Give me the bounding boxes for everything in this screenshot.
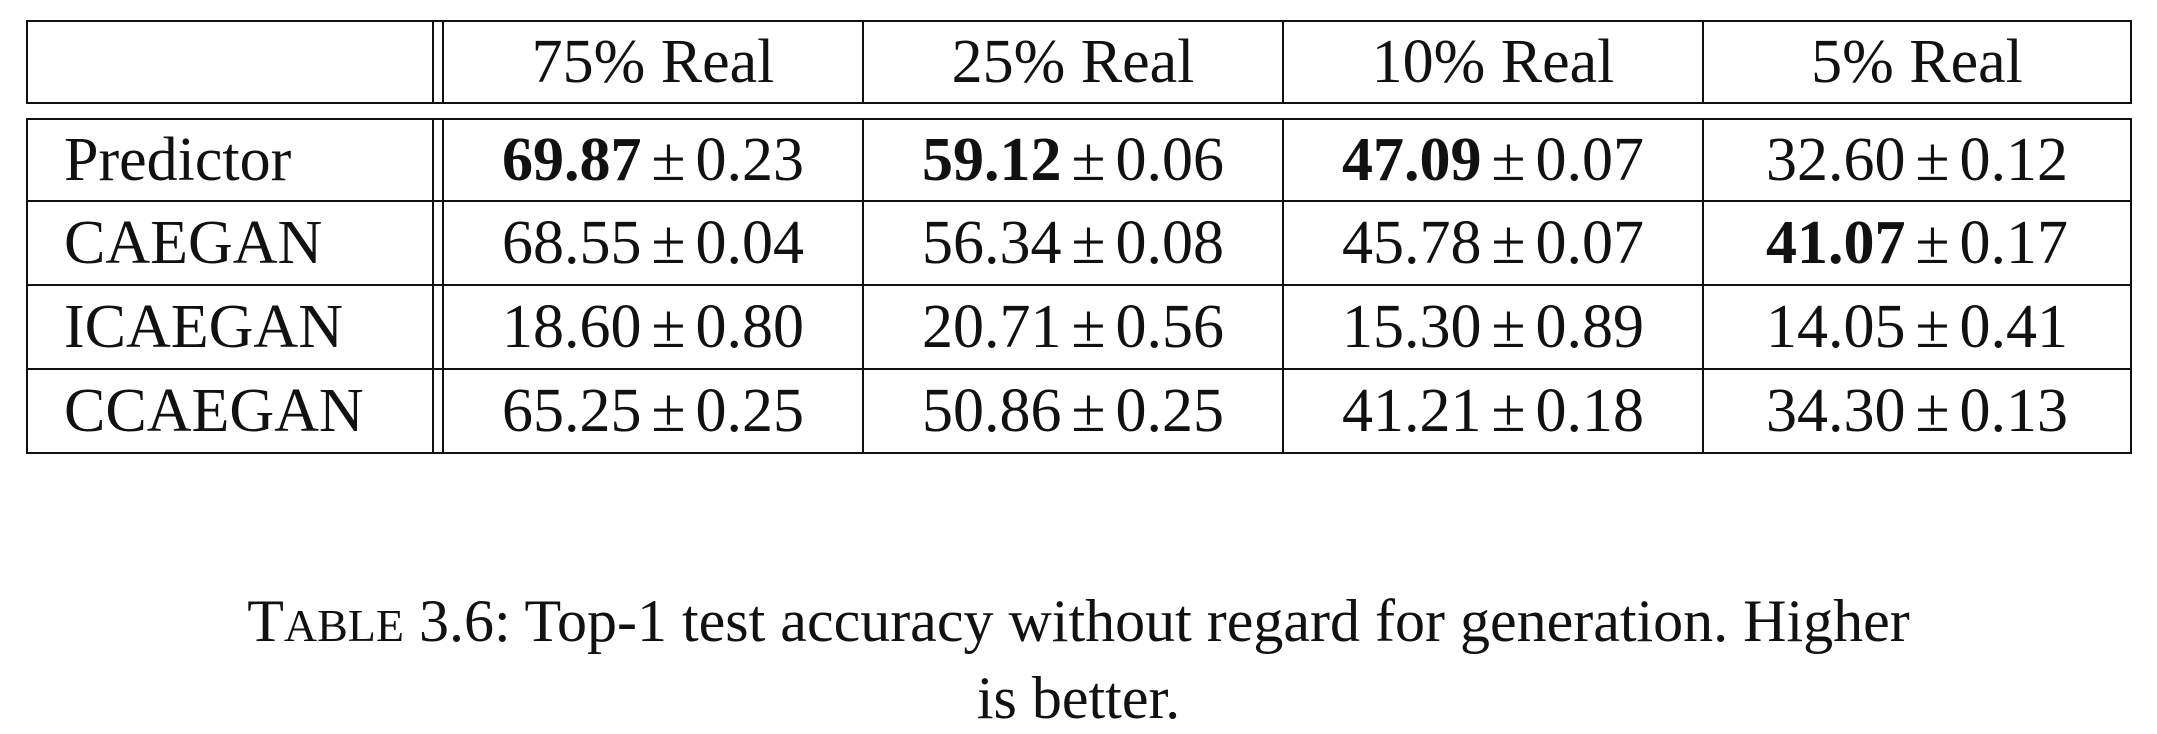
mean-value: 59.12 — [921, 125, 1062, 194]
value-cell-5-real: 32.60 ±0.12 — [1704, 120, 2130, 200]
mean-value: 41.21 — [1341, 376, 1482, 445]
caption-line-2: is better. — [976, 665, 1181, 731]
plus-minus-symbol: ± — [1491, 125, 1526, 194]
std-value: 0.08 — [1115, 208, 1225, 277]
value-cell-5-real: 14.05 ±0.41 — [1704, 286, 2130, 368]
plus-minus-symbol: ± — [1915, 376, 1950, 445]
value-cell-25-real: 20.71 ±0.56 — [864, 286, 1284, 368]
mean-value: 18.60 — [501, 292, 642, 361]
std-value: 0.25 — [695, 376, 805, 445]
value-cell-75-real: 18.60 ±0.80 — [444, 286, 864, 368]
mean-value: 34.30 — [1765, 376, 1906, 445]
plus-minus-symbol: ± — [651, 125, 686, 194]
std-value: 0.13 — [1959, 376, 2069, 445]
plus-minus-symbol: ± — [1491, 292, 1526, 361]
header-5-real: 5% Real — [1811, 27, 2023, 96]
mean-value: 41.07 — [1765, 208, 1906, 277]
plus-minus-symbol: ± — [651, 376, 686, 445]
caption-label-first: T — [247, 588, 284, 654]
row-label: CCAEGAN — [28, 370, 444, 452]
header-75-real: 75% Real — [444, 22, 864, 102]
value-cell-10-real: 47.09 ±0.07 — [1284, 120, 1704, 200]
table-row: ICAEGAN 18.60 ±0.80 20.71 ±0.56 15.30 ±0.89 14.… — [26, 286, 2132, 370]
row-label: ICAEGAN — [28, 286, 444, 368]
table-header-row: 75% Real 25% Real 10% Real 5% Real — [26, 20, 2132, 104]
std-value: 0.80 — [695, 292, 805, 361]
value-cell-25-real: 56.34 ±0.08 — [864, 202, 1284, 284]
plus-minus-symbol: ± — [1915, 125, 1950, 194]
mean-value: 56.34 — [921, 208, 1062, 277]
caption-line-1: TABLE 3.6: Top-1 test accuracy without r… — [0, 585, 2157, 662]
value-cell-25-real: 59.12 ±0.06 — [864, 120, 1284, 200]
value-cell-75-real: 69.87 ±0.23 — [444, 120, 864, 200]
plus-minus-symbol: ± — [1491, 376, 1526, 445]
std-value: 0.06 — [1115, 125, 1225, 194]
table-row: CCAEGAN 65.25 ±0.25 50.86 ±0.25 41.21 ±0.18 34.… — [26, 370, 2132, 454]
std-value: 0.04 — [695, 208, 805, 277]
row-label: CAEGAN — [28, 202, 444, 284]
std-value: 0.41 — [1959, 292, 2069, 361]
std-value: 0.25 — [1115, 376, 1225, 445]
header-10-real: 10% Real — [1284, 22, 1704, 102]
std-value: 0.18 — [1535, 376, 1645, 445]
plus-minus-symbol: ± — [1071, 208, 1106, 277]
plus-minus-symbol: ± — [1071, 376, 1106, 445]
plus-minus-symbol: ± — [1915, 292, 1950, 361]
value-cell-10-real: 45.78 ±0.07 — [1284, 202, 1704, 284]
results-table: 75% Real 25% Real 10% Real 5% Real Predi… — [26, 20, 2132, 454]
mean-value: 32.60 — [1765, 125, 1906, 194]
mean-value: 47.09 — [1341, 125, 1482, 194]
value-cell-75-real: 68.55 ±0.04 — [444, 202, 864, 284]
std-value: 0.07 — [1535, 208, 1645, 277]
mean-value: 15.30 — [1341, 292, 1482, 361]
value-cell-5-real: 41.07 ±0.17 — [1704, 202, 2130, 284]
caption-number: 3.6: — [418, 588, 511, 654]
value-cell-25-real: 50.86 ±0.25 — [864, 370, 1284, 452]
caption-label-rest: ABLE — [283, 600, 404, 651]
mean-value: 65.25 — [501, 376, 642, 445]
mean-value: 20.71 — [921, 292, 1062, 361]
plus-minus-symbol: ± — [1071, 125, 1106, 194]
plus-minus-symbol: ± — [1915, 208, 1950, 277]
value-cell-10-real: 15.30 ±0.89 — [1284, 286, 1704, 368]
std-value: 0.89 — [1535, 292, 1645, 361]
std-value: 0.07 — [1535, 125, 1645, 194]
plus-minus-symbol: ± — [1491, 208, 1526, 277]
mean-value: 69.87 — [501, 125, 642, 194]
plus-minus-symbol: ± — [651, 292, 686, 361]
std-value: 0.23 — [695, 125, 805, 194]
value-cell-75-real: 65.25 ±0.25 — [444, 370, 864, 452]
table-row: CAEGAN 68.55 ±0.04 56.34 ±0.08 45.78 ±0.07 41.0… — [26, 202, 2132, 286]
value-cell-5-real: 34.30 ±0.13 — [1704, 370, 2130, 452]
std-value: 0.12 — [1959, 125, 2069, 194]
plus-minus-symbol: ± — [651, 208, 686, 277]
caption-text: Top-1 test accuracy without regard for g… — [524, 588, 1910, 654]
plus-minus-symbol: ± — [1071, 292, 1106, 361]
std-value: 0.17 — [1959, 208, 2069, 277]
header-25-real: 25% Real — [864, 22, 1284, 102]
table-row: Predictor 69.87 ±0.23 59.12 ±0.06 47.09 ±0.07 3… — [26, 118, 2132, 202]
mean-value: 45.78 — [1341, 208, 1482, 277]
row-label: Predictor — [28, 120, 444, 200]
caption-label: TABLE 3.6: — [247, 588, 510, 654]
mean-value: 14.05 — [1765, 292, 1906, 361]
value-cell-10-real: 41.21 ±0.18 — [1284, 370, 1704, 452]
mean-value: 50.86 — [921, 376, 1062, 445]
header-empty-cell — [28, 22, 444, 102]
std-value: 0.56 — [1115, 292, 1225, 361]
table-caption: TABLE 3.6: Top-1 test accuracy without r… — [0, 585, 2157, 734]
mean-value: 68.55 — [501, 208, 642, 277]
